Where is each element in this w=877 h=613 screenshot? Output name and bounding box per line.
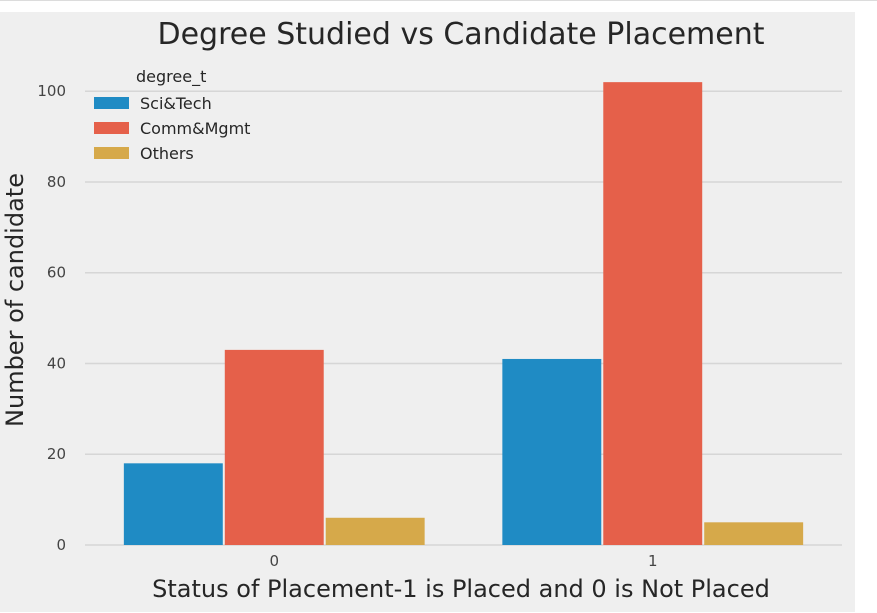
cell-top-border (0, 0, 877, 1)
bars (123, 82, 804, 545)
legend-swatch (94, 147, 129, 159)
y-tick-label: 20 (47, 445, 66, 463)
bar-sci-tech-0 (123, 463, 223, 545)
legend: degree_t Sci&Tech Comm&Mgmt Others (94, 67, 250, 163)
bar-others-0 (325, 517, 425, 545)
legend-swatch (94, 97, 129, 109)
x-axis-label: Status of Placement-1 is Placed and 0 is… (152, 575, 770, 603)
x-tick-label: 1 (648, 552, 658, 570)
bar-sci-tech-1 (502, 358, 602, 545)
y-tick-label: 0 (56, 536, 66, 554)
x-tick-label: 0 (269, 552, 279, 570)
legend-label: Comm&Mgmt (140, 119, 250, 138)
legend-swatch (94, 122, 129, 134)
y-tick-label: 100 (37, 82, 66, 100)
bar-comm-mgmt-0 (224, 349, 324, 545)
legend-label: Others (140, 144, 194, 163)
y-tick-label: 80 (47, 173, 66, 191)
bar-comm-mgmt-1 (603, 82, 703, 545)
legend-title: degree_t (136, 67, 206, 87)
chart-title: Degree Studied vs Candidate Placement (157, 17, 764, 52)
y-axis-label: Number of candidate (1, 173, 29, 427)
bar-others-1 (704, 522, 804, 545)
legend-label: Sci&Tech (140, 94, 212, 113)
y-tick-labels: 0 20 40 60 80 100 (37, 82, 66, 554)
y-tick-label: 60 (47, 264, 66, 282)
y-tick-label: 40 (47, 354, 66, 372)
